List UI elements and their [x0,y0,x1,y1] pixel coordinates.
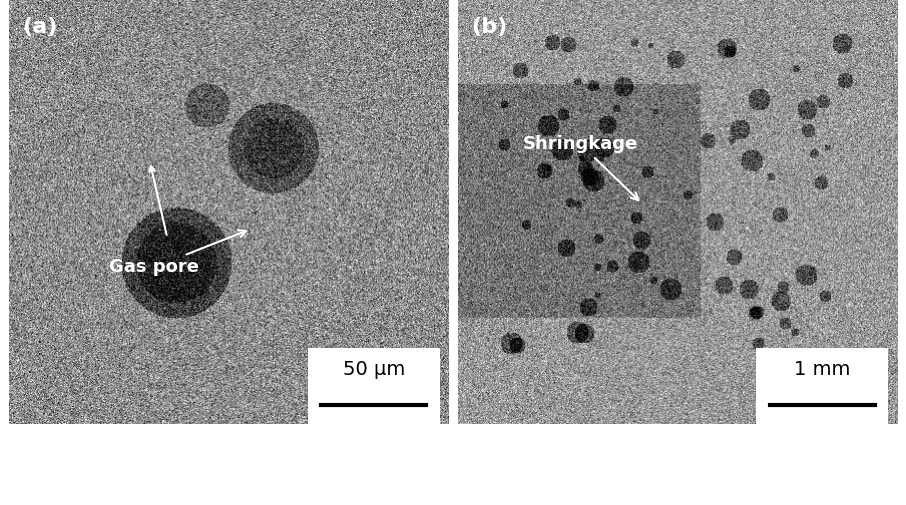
Text: View field: 218 μm    Time(h:m:s): 14:48:38 50 μm: View field: 218 μm Time(h:m:s): 14:48:38… [18,466,281,474]
Text: Gas pore: Gas pore [109,230,246,276]
Text: SEM MAG: 93 x    BI: 15.00: SEM MAG: 93 x BI: 15.00 [467,492,606,501]
FancyBboxPatch shape [308,348,439,424]
Text: Shringkage: Shringkage [523,135,639,200]
Text: SEM MAG: 2.54 kx    Scan speed: 4: SEM MAG: 2.54 kx Scan speed: 4 [18,492,195,501]
FancyBboxPatch shape [757,348,888,424]
Text: View field: 4.43 mm    Det: SE    1 mm: View field: 4.43 mm Det: SE 1 mm [467,466,670,474]
Text: SEM HV: 20.0 kV    WD: 18.65 mm: SEM HV: 20.0 kV WD: 18.65 mm [467,439,633,448]
Text: SEM HV: 20.0 kV    WD: 30.41 mm: SEM HV: 20.0 kV WD: 30.41 mm [18,439,185,448]
Text: 1 mm: 1 mm [794,360,851,379]
Text: (a): (a) [23,17,58,37]
Text: 50 μm: 50 μm [342,360,405,379]
Text: (b): (b) [471,17,507,37]
